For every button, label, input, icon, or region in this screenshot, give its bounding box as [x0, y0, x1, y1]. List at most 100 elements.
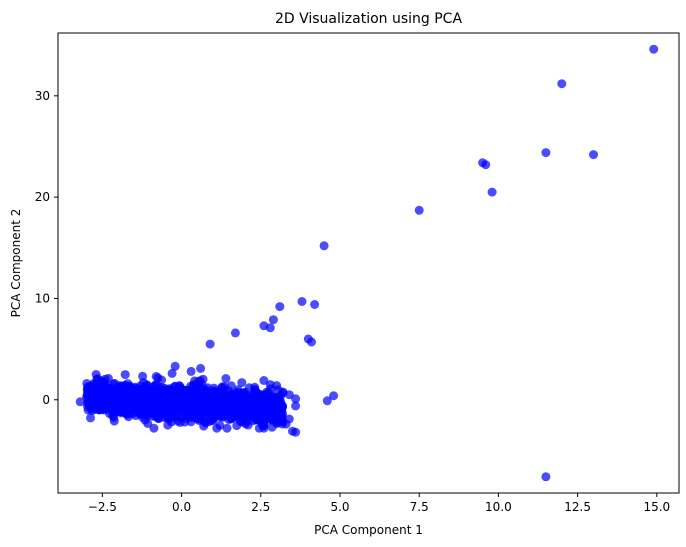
cluster-point: [124, 412, 133, 422]
data-point: [167, 368, 177, 378]
data-point: [291, 427, 301, 437]
cluster-point: [128, 398, 137, 408]
cluster-point: [234, 399, 244, 409]
cluster-point: [103, 373, 113, 383]
cluster-point: [142, 396, 152, 406]
cluster-point: [172, 405, 182, 415]
cluster-point: [251, 386, 261, 396]
cluster-point: [201, 385, 211, 395]
data-point: [291, 394, 301, 404]
data-point: [414, 205, 424, 215]
x-tick-label: 2.5: [251, 500, 270, 514]
data-point: [205, 339, 215, 349]
data-point: [123, 379, 133, 389]
data-point: [541, 148, 551, 158]
cluster-point: [175, 393, 184, 403]
cluster-point: [226, 381, 236, 391]
data-point: [329, 391, 339, 401]
cluster-point: [137, 412, 147, 422]
data-point: [272, 381, 282, 391]
y-tick-label: 30: [35, 89, 50, 103]
cluster-point: [181, 398, 190, 408]
y-axis-label: PCA Component 2: [9, 209, 23, 318]
cluster-point: [92, 374, 102, 384]
data-point: [151, 372, 161, 381]
cluster-point: [187, 390, 197, 400]
plot-frame: [57, 32, 680, 494]
cluster-point: [134, 385, 144, 395]
data-point: [481, 160, 491, 170]
cluster-point: [194, 387, 204, 397]
data-point: [199, 421, 209, 431]
data-point: [322, 396, 332, 406]
data-point: [557, 79, 567, 89]
data-point: [196, 363, 206, 373]
cluster-point: [267, 422, 277, 432]
cluster-point: [222, 423, 232, 433]
data-point: [310, 300, 320, 309]
cluster-point: [207, 400, 217, 410]
data-point: [541, 472, 551, 482]
x-tick-label: 0.0: [172, 500, 191, 514]
y-axis-ticks: 0 10 20 30: [35, 89, 58, 407]
y-tick-label: 0: [42, 393, 50, 407]
cluster-point: [158, 405, 168, 415]
data-point: [170, 361, 180, 371]
y-tick-label: 20: [35, 190, 50, 204]
y-tick-label: 10: [35, 291, 50, 305]
data-point: [259, 376, 269, 385]
cluster-point: [224, 401, 233, 411]
points-layer: [75, 44, 659, 482]
cluster-point: [219, 382, 229, 391]
cluster-point: [186, 381, 196, 391]
cluster-point: [269, 392, 279, 402]
cluster-point: [215, 420, 225, 430]
data-point: [265, 323, 275, 333]
data-point: [259, 423, 269, 433]
cluster-point: [86, 413, 95, 423]
x-tick-label: 10.0: [485, 500, 512, 514]
data-point: [291, 401, 301, 411]
data-point: [649, 44, 659, 54]
data-point: [230, 328, 240, 338]
cluster-point: [267, 415, 277, 425]
data-point: [319, 241, 329, 251]
cluster-point: [249, 404, 259, 414]
x-tick-label: 15.0: [643, 500, 670, 514]
data-point: [307, 337, 316, 347]
x-tick-label: 7.5: [410, 500, 429, 514]
cluster-point: [84, 384, 94, 394]
cluster-point: [164, 387, 174, 397]
data-point: [116, 408, 126, 418]
x-tick-label: −2.5: [88, 500, 117, 514]
cluster-point: [151, 380, 161, 390]
data-point: [94, 401, 104, 411]
cluster-point: [252, 397, 262, 407]
cluster-point: [232, 421, 242, 431]
cluster-point: [262, 404, 272, 413]
data-point: [589, 150, 598, 160]
chart-title: 2D Visualization using PCA: [275, 11, 463, 27]
data-point: [243, 420, 253, 430]
cluster-point: [113, 393, 123, 403]
cluster-point: [120, 370, 130, 380]
data-point: [275, 302, 285, 312]
data-point: [284, 414, 294, 424]
data-point: [139, 378, 148, 388]
x-axis-ticks: −2.5 0.0 2.5 5.0 7.5 10.0 12.5 15.0: [88, 493, 670, 514]
cluster-point: [154, 399, 164, 408]
cluster-point: [233, 391, 243, 401]
data-point: [180, 417, 190, 427]
cluster-point: [226, 411, 236, 421]
data-point: [186, 366, 196, 376]
cluster-point: [149, 423, 159, 433]
cluster-point: [152, 410, 162, 420]
x-axis-label: PCA Component 1: [314, 523, 423, 537]
cluster-point: [112, 401, 122, 411]
cluster-point: [216, 401, 226, 411]
data-point: [88, 392, 98, 402]
data-point: [75, 397, 85, 407]
cluster-point: [82, 392, 92, 402]
cluster-point: [181, 407, 191, 417]
